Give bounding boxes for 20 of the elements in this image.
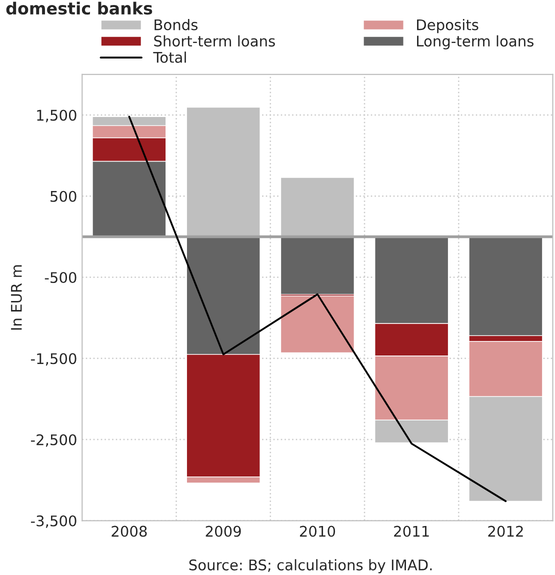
line-series [128,116,507,502]
legend-label: Total [153,52,186,63]
x-tick-label: 2008 [112,526,147,537]
legend-label: Bonds [154,18,198,30]
x-tick-label: 2011 [394,526,429,537]
legend-label: Deposits [417,18,478,34]
y-tick-label: -3,500 [30,515,76,528]
chart-title: domestic banks [6,2,152,15]
y-tick-label: 1,500 [37,110,76,122]
y-tick-label: -2,500 [30,434,76,447]
y-tick-label: -500 [44,272,76,284]
y-tick-label: 500 [50,190,76,202]
legend-label: Long-term loans [417,35,534,50]
y-axis-title: In EUR m [11,265,22,330]
x-tick-label: 2012 [488,526,523,537]
legend-label: Short-term loans [154,35,275,47]
y-tick-label: -1,500 [30,353,76,366]
source-note: Source: BS; calculations by IMAD. [189,559,432,574]
x-tick-label: 2009 [206,526,241,537]
x-tick-label: 2010 [300,526,336,537]
